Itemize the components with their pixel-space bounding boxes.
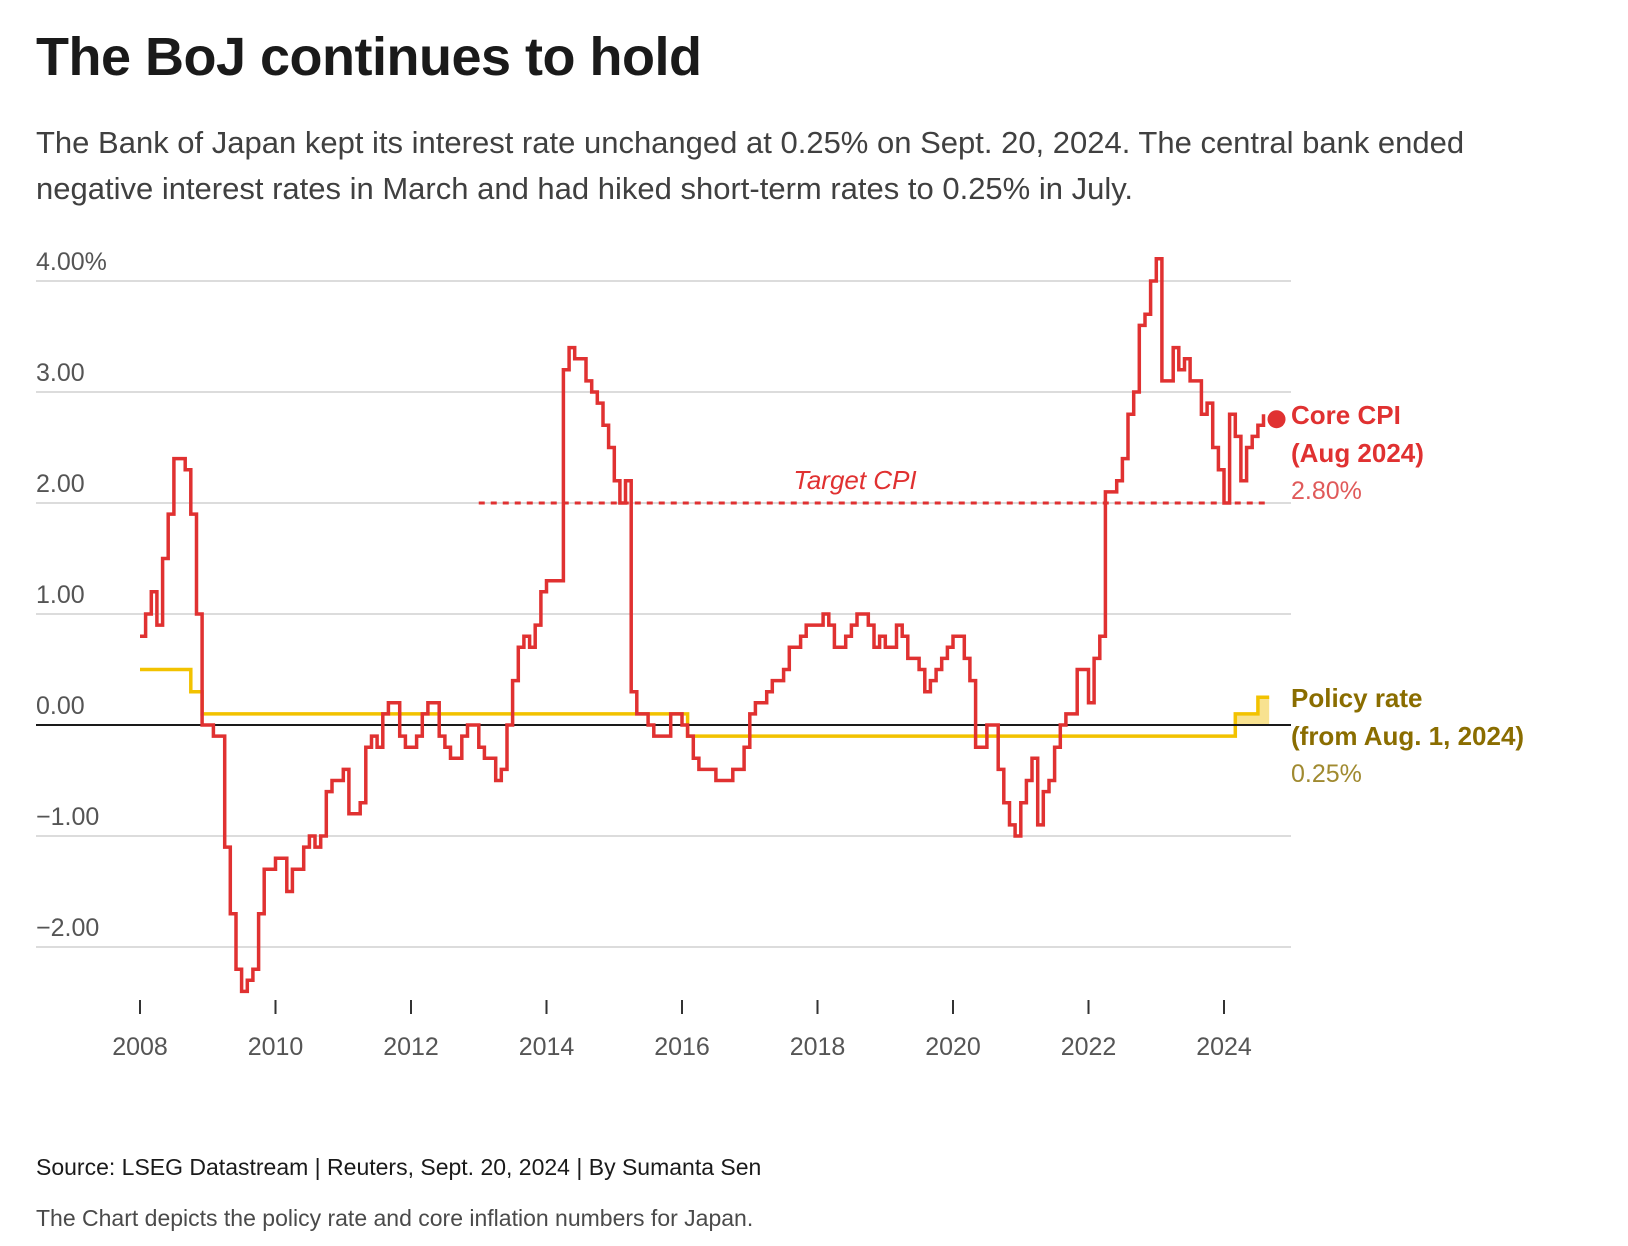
policy-rate-label: Policy rate bbox=[1291, 683, 1423, 713]
x-tick-label: 2014 bbox=[519, 1033, 575, 1061]
y-tick-label: 2.00 bbox=[36, 470, 85, 498]
policy-rate-series-line bbox=[140, 667, 1270, 738]
x-tick-label: 2012 bbox=[383, 1033, 439, 1061]
target-cpi-label: Target CPI bbox=[793, 465, 916, 495]
y-tick-label: 0.00 bbox=[36, 692, 85, 720]
x-axis: 2008 2010 2012 2014 2016 2018 2020 2022 2024 bbox=[112, 1000, 1252, 1061]
y-tick-label: −1.00 bbox=[36, 803, 99, 831]
core-cpi-latest-point bbox=[1267, 410, 1286, 429]
y-tick-label: −2.00 bbox=[36, 914, 99, 942]
y-tick-label: 3.00 bbox=[36, 359, 85, 387]
x-tick-label: 2010 bbox=[248, 1033, 304, 1061]
core-cpi-date-label: (Aug 2024) bbox=[1291, 438, 1424, 468]
core-cpi-series-line bbox=[140, 257, 1266, 994]
y-axis-labels: 4.00% 3.00 2.00 1.00 0.00 −1.00 −2.00 bbox=[36, 248, 107, 942]
chart-area: 4.00% 3.00 2.00 1.00 0.00 −1.00 −2.00 2008 2010… bbox=[36, 248, 1524, 1061]
policy-rate-date-label: (from Aug. 1, 2024) bbox=[1291, 721, 1524, 751]
source-line: Source: LSEG Datastream | Reuters, Sept.… bbox=[36, 1154, 762, 1180]
policy-rate-hike-area bbox=[1235, 697, 1270, 725]
x-tick-label: 2024 bbox=[1196, 1033, 1252, 1061]
x-tick-label: 2018 bbox=[790, 1033, 846, 1061]
y-tick-label: 4.00% bbox=[36, 248, 107, 276]
x-tick-label: 2016 bbox=[654, 1033, 710, 1061]
chart-caption: The Chart depicts the policy rate and co… bbox=[36, 1205, 754, 1231]
core-cpi-label: Core CPI bbox=[1291, 400, 1401, 430]
y-tick-label: 1.00 bbox=[36, 581, 85, 609]
x-tick-label: 2022 bbox=[1061, 1033, 1117, 1061]
core-cpi-value-label: 2.80% bbox=[1291, 477, 1362, 505]
chart-subtitle: The Bank of Japan kept its interest rate… bbox=[36, 125, 1465, 206]
policy-rate-value-label: 0.25% bbox=[1291, 760, 1362, 788]
x-tick-label: 2008 bbox=[112, 1033, 168, 1061]
x-tick-label: 2020 bbox=[925, 1033, 981, 1061]
chart-title: The BoJ continues to hold bbox=[36, 27, 702, 87]
